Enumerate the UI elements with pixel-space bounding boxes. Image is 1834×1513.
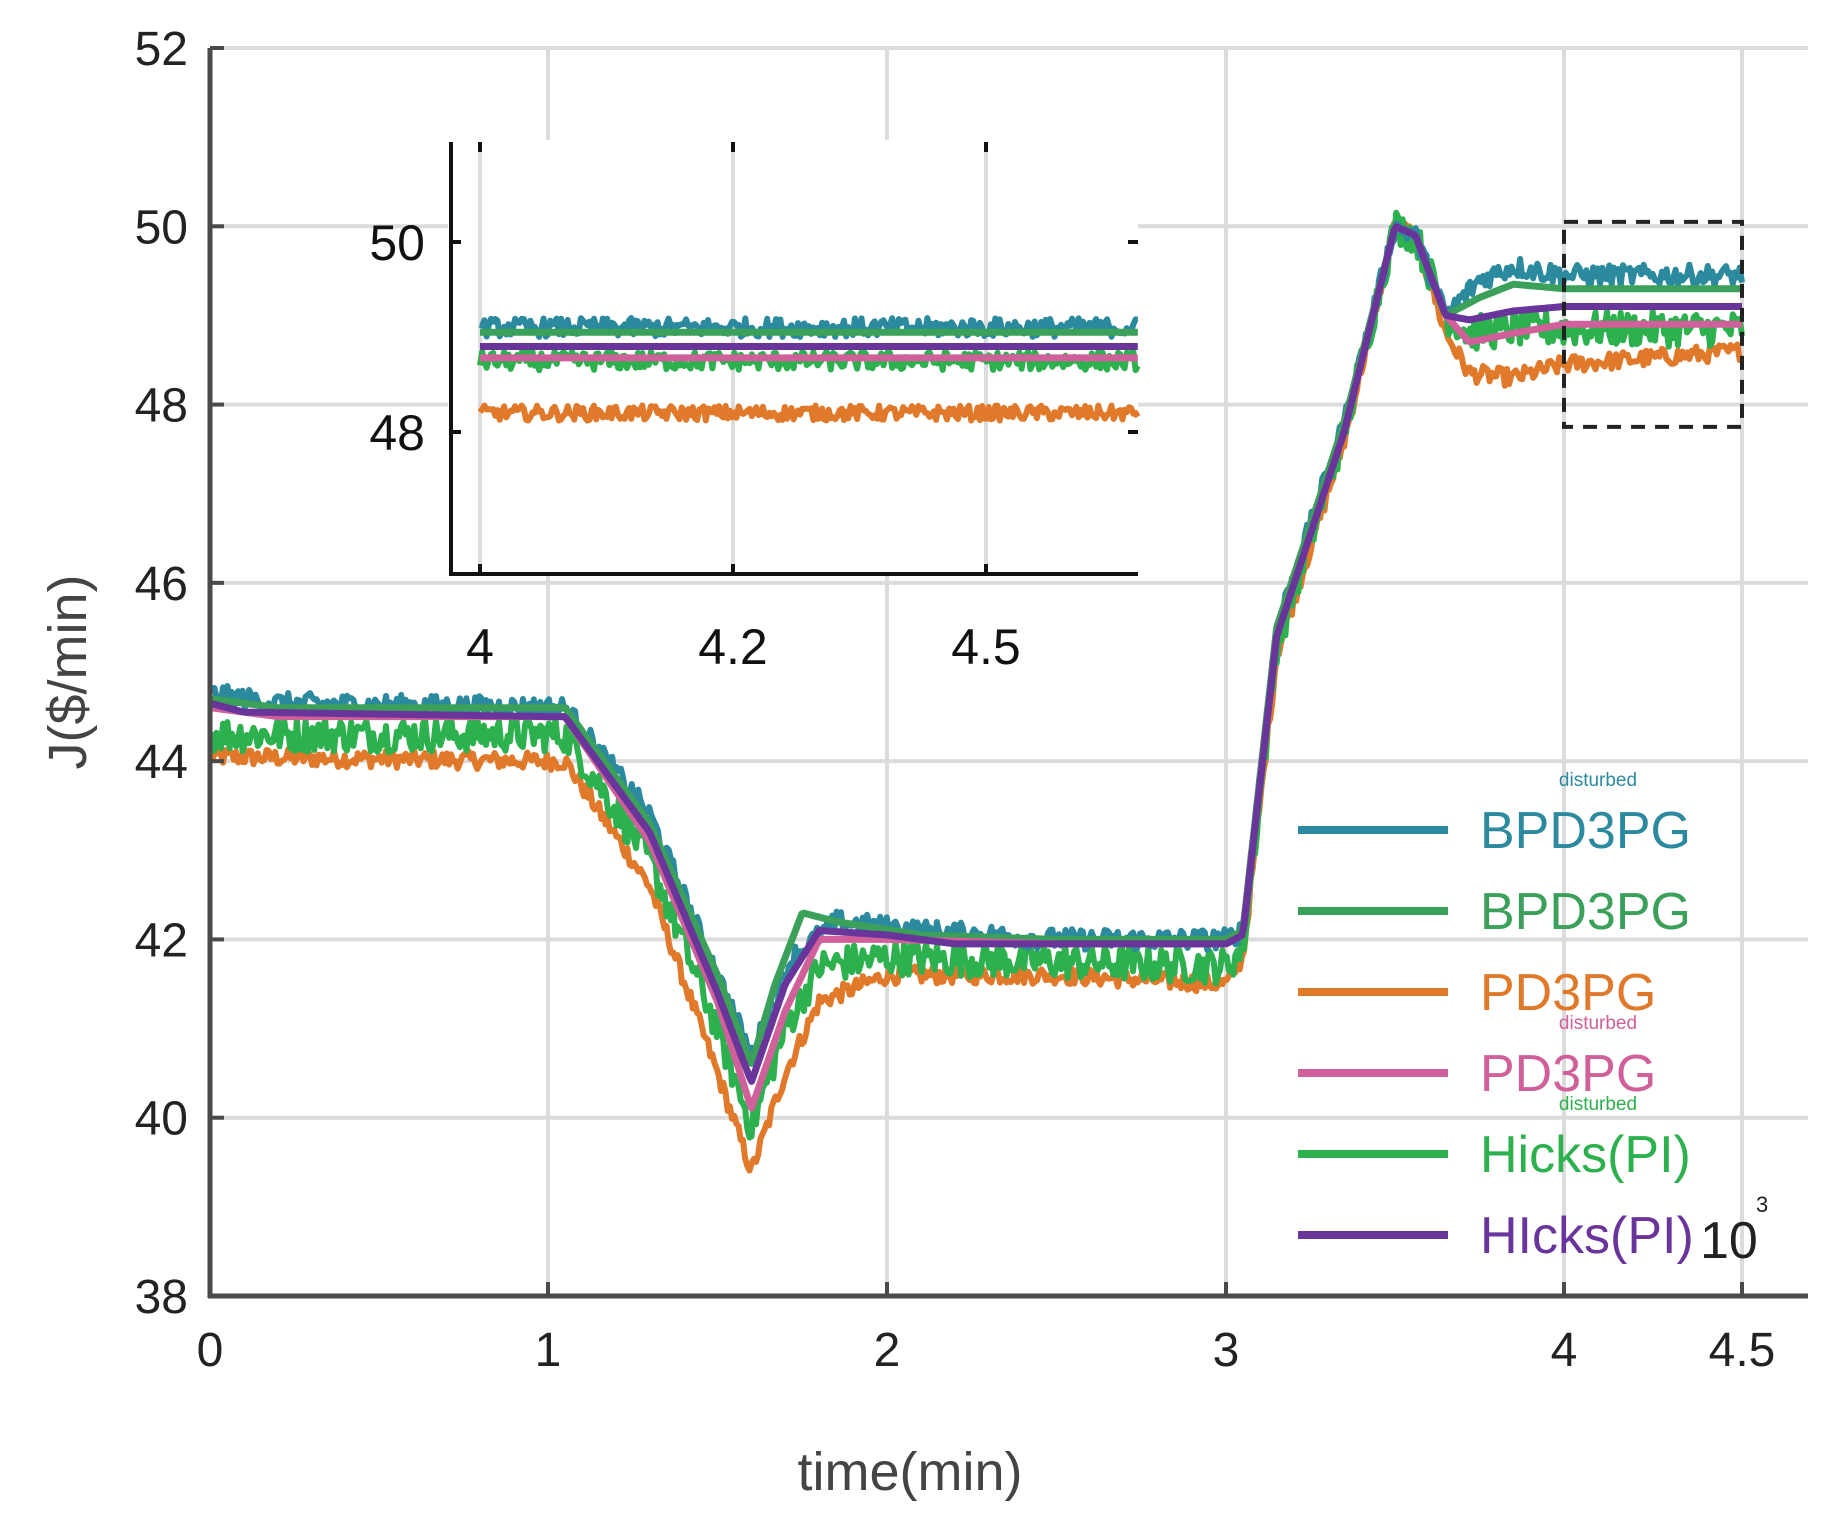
axes (207, 48, 1808, 1299)
y-tick-label: 52 (135, 23, 188, 76)
x-tick-label: 0 (197, 1324, 224, 1377)
series-line (208, 223, 1744, 1085)
inset-x-tick-label: 4.2 (698, 619, 768, 675)
y-axis-label: J($/min) (38, 574, 98, 769)
legend-label: PD3PG (1480, 964, 1656, 1022)
x-tick-label: 3 (1213, 1324, 1240, 1377)
x-exponent-superscript: 3 (1756, 1192, 1768, 1217)
inset-ticks: 4 4.2 4.5 48 50 (369, 142, 1138, 675)
y-tick-label: 38 (135, 1271, 188, 1324)
legend-label: HIcks(PI) (1480, 1207, 1694, 1265)
inset-chart: 4 4.2 4.5 48 50 (369, 140, 1141, 675)
x-tick-label: 2 (874, 1324, 901, 1377)
legend-label: Hicks(PI) (1480, 1126, 1691, 1184)
inset-series-line (477, 402, 1141, 424)
y-tick-label: 44 (135, 736, 188, 789)
inset-x-tick-label: 4 (466, 619, 494, 675)
legend-superscript: disturbed (1559, 770, 1637, 791)
inset-series-layer (477, 315, 1141, 424)
ticks: 0 1 2 3 4 4.5 38 40 42 44 46 48 50 52 (135, 23, 1776, 1377)
x-exponent-label: 10 (1700, 1212, 1758, 1270)
legend-superscript: disturbed (1559, 1094, 1637, 1115)
inset-y-tick-label: 50 (369, 215, 425, 271)
inset-y-tick-label: 48 (369, 405, 425, 461)
y-tick-label: 42 (135, 914, 188, 967)
x-axis-label: time(min) (798, 1442, 1023, 1502)
legend: BPD3PGdisturbedBPD3PGPD3PGPD3PGdisturbed… (1298, 770, 1694, 1265)
x-tick-label: 4.5 (1709, 1324, 1776, 1377)
y-tick-label: 50 (135, 201, 188, 254)
y-tick-label: 48 (135, 380, 188, 433)
inset-series-line (478, 315, 1139, 340)
legend-label: PD3PG (1480, 1045, 1656, 1103)
series-line (208, 223, 1744, 1067)
x-tick-label: 4 (1551, 1324, 1578, 1377)
inset-x-tick-label: 4.5 (951, 619, 1021, 675)
legend-label: BPD3PG (1480, 883, 1691, 941)
legend-label: BPD3PG (1480, 802, 1691, 860)
x-tick-label: 1 (535, 1324, 562, 1377)
y-tick-label: 46 (135, 558, 188, 611)
series-layer (207, 209, 1745, 1174)
y-tick-label: 40 (135, 1093, 188, 1146)
legend-superscript: disturbed (1559, 1013, 1637, 1034)
